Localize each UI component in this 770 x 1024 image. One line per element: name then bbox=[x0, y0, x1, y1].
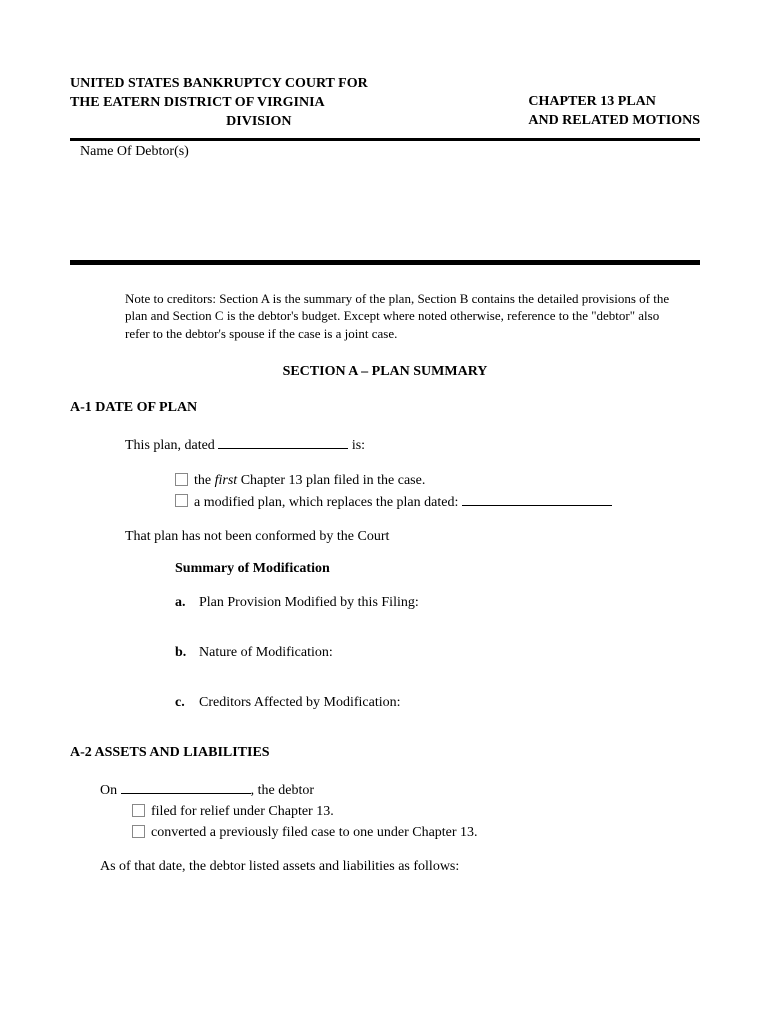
a1-opt1-italic: first bbox=[215, 473, 238, 488]
a2-option-2: converted a previously filed case to one… bbox=[132, 822, 700, 843]
mod-heading: Summary of Modification bbox=[175, 561, 700, 577]
a1-modified-date-blank[interactable] bbox=[462, 491, 612, 506]
a2-intro: On , the debtor bbox=[100, 779, 700, 801]
mod-text-c: Creditors Affected by Modification: bbox=[199, 695, 401, 711]
mod-letter-a: a. bbox=[175, 595, 199, 611]
debtor-label: Name Of Debtor(s) bbox=[80, 144, 700, 160]
a2-option-1: filed for relief under Chapter 13. bbox=[132, 801, 700, 822]
court-line-3: DIVISION bbox=[70, 113, 368, 132]
a1-option-2: a modified plan, which replaces the plan… bbox=[175, 491, 700, 513]
a2-date-blank[interactable] bbox=[121, 779, 251, 794]
mod-letter-c: c. bbox=[175, 695, 199, 711]
a1-opt1-post: Chapter 13 plan filed in the case. bbox=[237, 473, 425, 488]
a1-option-1: the first Chapter 13 plan filed in the c… bbox=[175, 470, 700, 491]
court-line-1: UNITED STATES BANKRUPTCY COURT FOR bbox=[70, 75, 368, 94]
mod-item-a: a. Plan Provision Modified by this Filin… bbox=[175, 595, 700, 611]
a2-intro-post: , the debtor bbox=[251, 783, 314, 798]
chapter-line-2: AND RELATED MOTIONS bbox=[528, 112, 700, 131]
chapter-line-1: CHAPTER 13 PLAN bbox=[528, 93, 700, 112]
rule-bottom bbox=[70, 260, 700, 265]
a2-heading: A-2 ASSETS AND LIABILITIES bbox=[70, 745, 700, 761]
checkbox-modified-plan[interactable] bbox=[175, 494, 188, 507]
mod-item-b: b. Nature of Modification: bbox=[175, 645, 700, 661]
rule-top bbox=[70, 138, 700, 141]
court-line-2: THE EATERN DISTRICT OF VIRGINIA bbox=[70, 94, 368, 113]
a1-opt1-text: the first Chapter 13 plan filed in the c… bbox=[194, 470, 425, 491]
a1-opt2-label: a modified plan, which replaces the plan… bbox=[194, 495, 462, 510]
checkbox-filed-relief[interactable] bbox=[132, 804, 145, 817]
creditor-note: Note to creditors: Section A is the summ… bbox=[125, 290, 670, 343]
section-a-title: SECTION A – PLAN SUMMARY bbox=[70, 364, 700, 380]
mod-text-a: Plan Provision Modified by this Filing: bbox=[199, 595, 419, 611]
a2-intro-pre: On bbox=[100, 783, 121, 798]
a1-not-conformed: That plan has not been conformed by the … bbox=[125, 529, 700, 545]
page-container: UNITED STATES BANKRUPTCY COURT FOR THE E… bbox=[0, 0, 770, 875]
mod-text-b: Nature of Modification: bbox=[199, 645, 333, 661]
a1-intro: This plan, dated is: bbox=[125, 434, 700, 456]
mod-letter-b: b. bbox=[175, 645, 199, 661]
a1-opt2-text: a modified plan, which replaces the plan… bbox=[194, 491, 612, 513]
a2-closing: As of that date, the debtor listed asset… bbox=[100, 859, 700, 875]
a1-date-blank[interactable] bbox=[218, 434, 348, 449]
a1-intro-post: is: bbox=[348, 438, 365, 453]
header-left: UNITED STATES BANKRUPTCY COURT FOR THE E… bbox=[70, 75, 368, 132]
a1-heading: A-1 DATE OF PLAN bbox=[70, 400, 700, 416]
checkbox-converted[interactable] bbox=[132, 825, 145, 838]
a1-opt1-pre: the bbox=[194, 473, 215, 488]
a2-opt1-text: filed for relief under Chapter 13. bbox=[151, 801, 334, 822]
checkbox-first-plan[interactable] bbox=[175, 473, 188, 486]
a1-intro-pre: This plan, dated bbox=[125, 438, 218, 453]
header-right: CHAPTER 13 PLAN AND RELATED MOTIONS bbox=[528, 75, 700, 132]
header-row: UNITED STATES BANKRUPTCY COURT FOR THE E… bbox=[70, 75, 700, 132]
mod-item-c: c. Creditors Affected by Modification: bbox=[175, 695, 700, 711]
a2-opt2-text: converted a previously filed case to one… bbox=[151, 822, 478, 843]
